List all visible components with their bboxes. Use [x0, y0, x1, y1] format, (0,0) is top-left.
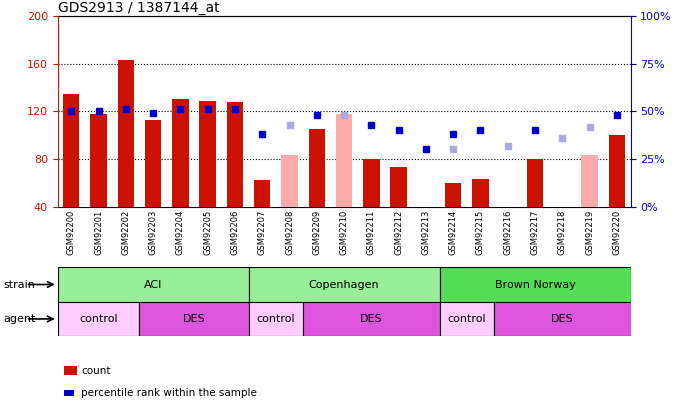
Text: GSM92218: GSM92218	[558, 210, 567, 255]
Text: DES: DES	[360, 314, 382, 324]
Text: GSM92207: GSM92207	[258, 210, 266, 255]
Bar	[609, 135, 625, 207]
Text: GSM92210: GSM92210	[340, 210, 348, 255]
Bar	[303, 302, 439, 336]
Bar	[90, 114, 106, 207]
Text: GSM92217: GSM92217	[531, 210, 540, 255]
Text: DES: DES	[183, 314, 205, 324]
Text: strain: strain	[3, 279, 35, 290]
Text: control: control	[256, 314, 295, 324]
Bar	[494, 302, 631, 336]
Bar	[172, 100, 188, 207]
Text: agent: agent	[3, 314, 36, 324]
Bar	[118, 60, 134, 207]
Bar	[145, 120, 161, 207]
Bar	[445, 183, 462, 207]
Text: GSM92216: GSM92216	[503, 210, 513, 255]
Bar	[363, 159, 380, 207]
Text: GSM92213: GSM92213	[422, 210, 431, 255]
Text: control: control	[79, 314, 118, 324]
Bar	[249, 267, 439, 302]
Text: GSM92205: GSM92205	[203, 210, 212, 255]
Bar	[199, 101, 216, 207]
Bar	[582, 156, 598, 207]
Bar	[249, 302, 303, 336]
Text: Brown Norway: Brown Norway	[495, 279, 576, 290]
Bar	[254, 180, 271, 207]
Text: GSM92206: GSM92206	[231, 210, 239, 255]
Bar	[527, 159, 543, 207]
Bar	[308, 129, 325, 207]
Text: DES: DES	[551, 314, 574, 324]
Text: GSM92202: GSM92202	[121, 210, 130, 255]
Text: GSM92211: GSM92211	[367, 210, 376, 255]
Text: GSM92209: GSM92209	[313, 210, 321, 255]
Text: percentile rank within the sample: percentile rank within the sample	[81, 388, 257, 398]
Text: GSM92204: GSM92204	[176, 210, 185, 255]
Text: GSM92214: GSM92214	[449, 210, 458, 255]
Bar	[473, 179, 489, 207]
Bar	[58, 302, 140, 336]
Text: GSM92215: GSM92215	[476, 210, 485, 255]
Text: GDS2913 / 1387144_at: GDS2913 / 1387144_at	[58, 1, 219, 15]
Bar	[58, 267, 249, 302]
Bar	[439, 302, 494, 336]
Text: GSM92219: GSM92219	[585, 210, 594, 255]
Bar	[391, 167, 407, 207]
Text: control: control	[447, 314, 486, 324]
Bar	[439, 267, 631, 302]
Text: count: count	[81, 366, 111, 375]
Text: GSM92203: GSM92203	[148, 210, 157, 255]
Text: ACI: ACI	[144, 279, 162, 290]
Text: GSM92212: GSM92212	[394, 210, 403, 255]
Text: GSM92220: GSM92220	[612, 210, 622, 255]
Bar	[336, 114, 353, 207]
Text: GSM92208: GSM92208	[285, 210, 294, 255]
Text: GSM92200: GSM92200	[66, 210, 76, 255]
Text: GSM92201: GSM92201	[94, 210, 103, 255]
Bar	[500, 207, 516, 236]
Bar	[63, 94, 79, 207]
Text: Copenhagen: Copenhagen	[308, 279, 380, 290]
Bar	[226, 102, 243, 207]
Bar	[140, 302, 249, 336]
Bar	[281, 156, 298, 207]
